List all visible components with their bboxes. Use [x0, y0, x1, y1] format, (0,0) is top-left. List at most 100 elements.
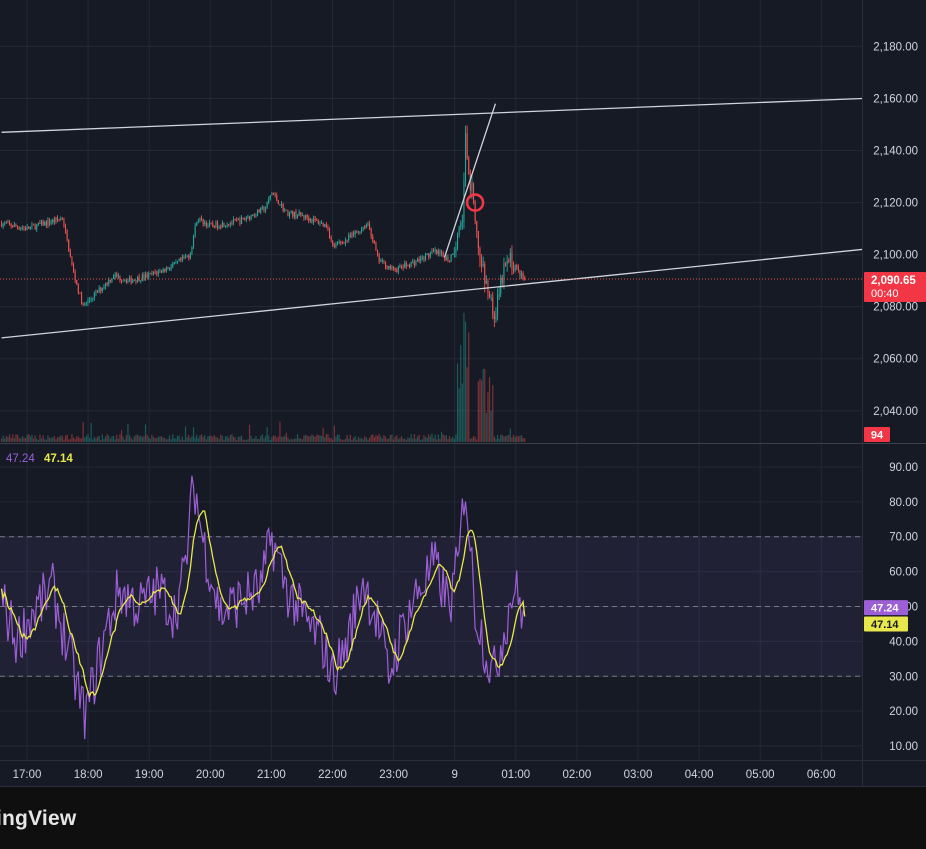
volume-bar — [508, 434, 510, 442]
time-tick-label: 03:00 — [624, 769, 653, 781]
volume-bar — [524, 438, 526, 442]
volume-bar — [242, 439, 244, 442]
candle-body — [508, 260, 510, 262]
candle-body — [357, 231, 359, 233]
volume-bar — [188, 434, 190, 442]
volume-bar — [266, 427, 268, 442]
volume-bar — [476, 439, 478, 442]
volume-bar — [364, 436, 366, 442]
candle-body — [5, 222, 7, 224]
volume-bar — [128, 435, 131, 442]
candle-body — [31, 224, 33, 227]
volume-bar — [252, 438, 254, 442]
volume-bar — [178, 435, 180, 442]
volume-bar — [221, 435, 223, 442]
candle-body — [76, 280, 78, 285]
candle-body — [490, 297, 492, 299]
volume-bar — [493, 436, 495, 442]
candle-body — [29, 226, 31, 229]
volume-bar — [13, 438, 15, 442]
volume-bar — [309, 436, 311, 442]
volume-bar — [197, 438, 199, 442]
price-tick-label: 2,180.00 — [873, 41, 918, 53]
candle-body — [506, 260, 508, 265]
candle-body — [354, 231, 356, 235]
volume-bar — [290, 438, 292, 442]
candle-body — [144, 274, 147, 279]
candle-body — [146, 274, 148, 278]
candle-body — [32, 224, 35, 226]
candle-body — [333, 245, 335, 247]
candle-body — [319, 223, 321, 225]
axis-labels: 2,180.00 2,160.00 2,140.00 2,120.00 2,100.00… — [13, 41, 918, 781]
candle-body — [439, 251, 441, 254]
volume-bar — [130, 437, 132, 442]
volume-bar — [495, 438, 497, 442]
volume-bar — [255, 435, 257, 442]
candle-body — [199, 218, 201, 221]
rsi-value-badge-text: 47.24 — [871, 603, 899, 615]
candle-body — [295, 211, 297, 218]
volume-bar — [327, 434, 329, 442]
rsi-legend-value-2: 47.14 — [44, 453, 73, 465]
time-tick-label: 21:00 — [257, 769, 286, 781]
candle-body — [316, 219, 318, 221]
volume-bar — [247, 439, 249, 442]
volume-bar — [352, 437, 355, 442]
price-tick-label: 2,080.00 — [873, 302, 918, 314]
candle-body — [464, 133, 467, 181]
volume-bar — [365, 437, 367, 442]
volume-bar — [311, 434, 313, 442]
volume-bar — [338, 434, 340, 442]
candle-body — [202, 218, 204, 224]
volume-bar — [111, 436, 113, 442]
volume-bar — [56, 437, 59, 442]
candle-body — [255, 215, 257, 217]
volume-bar — [301, 439, 303, 442]
volume-bar — [0, 438, 3, 442]
candle-body — [175, 261, 177, 263]
candle-body — [442, 252, 444, 257]
candle-body — [424, 254, 427, 261]
candle-body — [253, 215, 255, 216]
volume-bar — [32, 438, 35, 442]
volume-bar — [205, 439, 207, 442]
candle-body — [178, 259, 180, 262]
volume-bar — [474, 436, 476, 442]
candle-body — [413, 261, 415, 266]
volume-bar — [351, 439, 353, 442]
rsi-legend-value-1: 47.24 — [6, 453, 35, 465]
candle-body — [88, 300, 91, 301]
rsi-legend: 47.24 47.14 — [6, 453, 73, 465]
candle-body — [448, 260, 451, 262]
volume-bar — [312, 435, 315, 442]
candle-body — [392, 266, 395, 269]
volume-bar — [63, 439, 65, 442]
volume-bar — [79, 438, 81, 442]
volume-bar — [170, 439, 172, 442]
volume-bar — [368, 437, 371, 442]
time-tick-label: 05:00 — [746, 769, 775, 781]
candle-body — [360, 228, 363, 233]
volume-bar — [98, 435, 100, 442]
candle-body — [170, 266, 172, 270]
candle-body — [215, 221, 217, 228]
candle-body — [200, 218, 203, 220]
volume-bar — [52, 437, 54, 442]
volume-bar — [384, 436, 387, 442]
volume-bar — [500, 434, 502, 442]
volume-bar — [360, 438, 363, 442]
volume-bar — [120, 430, 123, 442]
volume-bar — [90, 422, 92, 442]
candle-body — [98, 287, 100, 293]
volume-bar — [47, 435, 49, 442]
candle-body — [218, 227, 220, 228]
volume-bar — [415, 438, 417, 442]
candle-body — [324, 224, 326, 227]
candle-body — [362, 227, 364, 229]
trendlines[interactable] — [1, 97, 863, 339]
candle-body — [0, 223, 3, 227]
candle-body — [239, 219, 241, 225]
candle-body — [106, 282, 108, 285]
